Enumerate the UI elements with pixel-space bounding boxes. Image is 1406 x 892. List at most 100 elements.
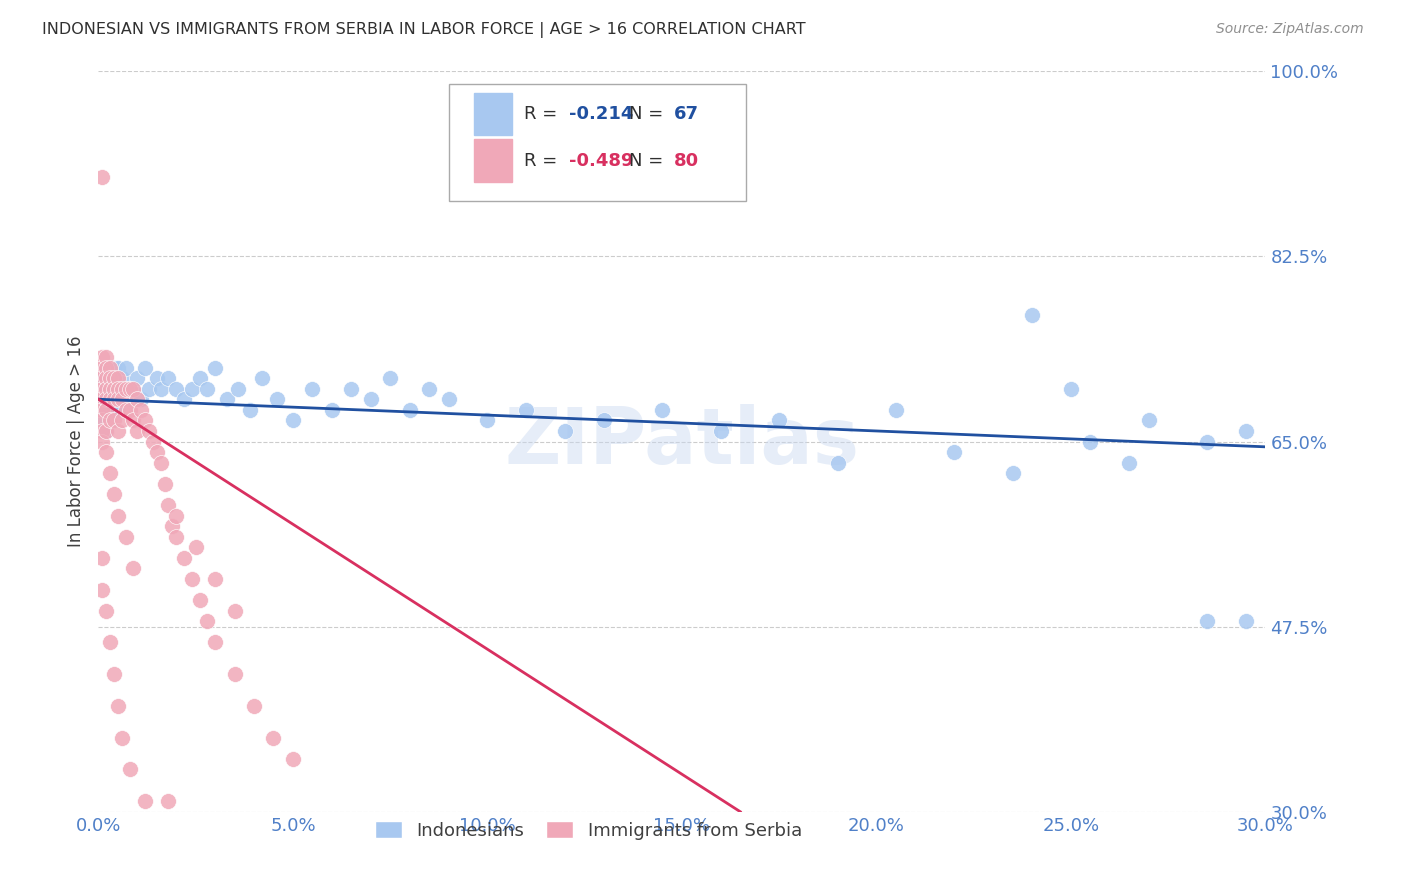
Point (103, 392, 125, 407)
Point (118, 392, 141, 407)
Point (98, 382, 121, 396)
Point (122, 561, 145, 575)
Point (173, 392, 195, 407)
Point (165, 508, 187, 523)
Point (250, 371, 273, 385)
Point (239, 402, 262, 417)
Point (96, 360, 118, 375)
FancyBboxPatch shape (449, 84, 747, 201)
Point (96, 382, 118, 396)
Point (157, 498, 180, 512)
Point (103, 360, 125, 375)
Point (1195, 434, 1218, 449)
Point (114, 382, 136, 396)
Point (91, 392, 114, 407)
Point (301, 382, 323, 396)
Text: N =: N = (630, 105, 669, 123)
Point (195, 615, 218, 629)
Point (398, 402, 420, 417)
Point (91, 350, 114, 364)
Point (96, 350, 118, 364)
Point (118, 402, 141, 417)
Point (127, 392, 149, 407)
Point (111, 392, 134, 407)
Point (149, 382, 172, 396)
Point (91, 360, 114, 375)
Point (111, 413, 134, 427)
Point (146, 445, 169, 459)
Point (103, 402, 125, 417)
Point (91, 413, 114, 427)
Point (91, 402, 114, 417)
Point (96, 360, 118, 375)
Point (103, 382, 125, 396)
Point (180, 382, 202, 396)
Point (127, 424, 149, 438)
Point (111, 382, 134, 396)
Point (1234, 424, 1257, 438)
Point (1195, 615, 1218, 629)
Point (96, 402, 118, 417)
Point (98, 635, 121, 649)
Point (107, 698, 129, 713)
Point (340, 382, 363, 396)
Text: R =: R = (524, 152, 564, 169)
Point (91, 582, 114, 597)
Point (122, 382, 145, 396)
Point (103, 371, 125, 385)
Point (107, 382, 129, 396)
Point (118, 382, 141, 396)
Point (165, 382, 187, 396)
Point (554, 424, 576, 438)
Point (138, 424, 160, 438)
Point (593, 413, 616, 427)
Point (91, 392, 114, 407)
Point (122, 413, 145, 427)
Point (114, 360, 136, 375)
FancyBboxPatch shape (474, 139, 512, 182)
Point (162, 519, 184, 533)
Point (91, 371, 114, 385)
Point (157, 371, 180, 385)
Legend: Indonesians, Immigrants from Serbia: Indonesians, Immigrants from Serbia (368, 814, 810, 847)
Point (122, 382, 145, 396)
Point (215, 392, 238, 407)
Point (91, 550, 114, 565)
Point (98, 467, 121, 481)
Point (827, 456, 849, 470)
Point (943, 445, 966, 459)
Point (129, 392, 152, 407)
Point (134, 413, 156, 427)
Text: INDONESIAN VS IMMIGRANTS FROM SERBIA IN LABOR FORCE | AGE > 16 CORRELATION CHART: INDONESIAN VS IMMIGRANTS FROM SERBIA IN … (42, 22, 806, 38)
Point (111, 371, 134, 385)
Point (243, 698, 266, 713)
Point (114, 382, 136, 396)
Point (114, 402, 136, 417)
Point (127, 371, 149, 385)
Point (107, 371, 129, 385)
Point (129, 402, 152, 417)
Point (134, 360, 156, 375)
Point (98, 371, 121, 385)
Point (360, 392, 382, 407)
Point (96, 424, 118, 438)
Point (96, 424, 118, 438)
Y-axis label: In Labor Force | Age > 16: In Labor Force | Age > 16 (66, 335, 84, 548)
Point (96, 382, 118, 396)
Point (204, 635, 226, 649)
Point (262, 731, 284, 745)
Point (138, 382, 160, 396)
Point (380, 371, 402, 385)
Point (107, 392, 129, 407)
Point (134, 794, 156, 808)
Text: R =: R = (524, 105, 564, 123)
Point (103, 413, 125, 427)
Point (96, 402, 118, 417)
Point (228, 382, 250, 396)
Text: Source: ZipAtlas.com: Source: ZipAtlas.com (1216, 22, 1364, 37)
FancyBboxPatch shape (474, 93, 512, 135)
Point (96, 371, 118, 385)
Point (204, 572, 226, 586)
Point (884, 402, 907, 417)
Point (188, 593, 211, 607)
